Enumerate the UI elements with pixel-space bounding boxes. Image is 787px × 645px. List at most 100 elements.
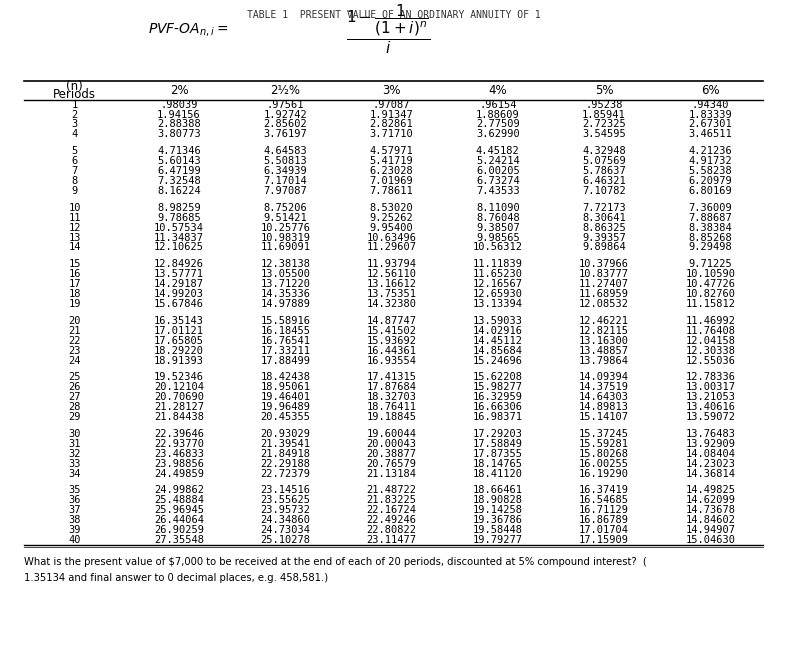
Text: 9.98565: 9.98565 bbox=[476, 232, 519, 243]
Text: 19.79277: 19.79277 bbox=[473, 535, 523, 545]
Text: 10.82760: 10.82760 bbox=[685, 289, 735, 299]
Text: 9.78685: 9.78685 bbox=[157, 213, 201, 223]
Text: 1.35134 and final answer to 0 decimal places, e.g. 458,581.): 1.35134 and final answer to 0 decimal pl… bbox=[24, 573, 327, 583]
Text: 16.00255: 16.00255 bbox=[579, 459, 629, 469]
Text: 2.77509: 2.77509 bbox=[476, 119, 519, 130]
Text: 11.65230: 11.65230 bbox=[473, 269, 523, 279]
Text: 16.71129: 16.71129 bbox=[579, 505, 629, 515]
Text: $\dfrac{1-\dfrac{1}{(1+i)^n}}{i}$: $\dfrac{1-\dfrac{1}{(1+i)^n}}{i}$ bbox=[346, 3, 430, 55]
Text: 6.73274: 6.73274 bbox=[476, 176, 519, 186]
Text: 7.01969: 7.01969 bbox=[370, 176, 413, 186]
Text: 17.87355: 17.87355 bbox=[473, 449, 523, 459]
Text: 14.08404: 14.08404 bbox=[685, 449, 735, 459]
Text: 11.46992: 11.46992 bbox=[685, 316, 735, 326]
Text: 9.29498: 9.29498 bbox=[689, 243, 732, 252]
Text: TABLE 1  PRESENT VALUE OF AN ORDINARY ANNUITY OF 1: TABLE 1 PRESENT VALUE OF AN ORDINARY ANN… bbox=[246, 10, 541, 20]
Text: 11.34837: 11.34837 bbox=[154, 232, 204, 243]
Text: 23: 23 bbox=[68, 346, 81, 355]
Text: 25: 25 bbox=[68, 372, 81, 382]
Text: 24.49859: 24.49859 bbox=[154, 469, 204, 479]
Text: 39: 39 bbox=[68, 525, 81, 535]
Text: 13.71220: 13.71220 bbox=[260, 279, 310, 289]
Text: 24: 24 bbox=[68, 355, 81, 366]
Text: 17.33211: 17.33211 bbox=[260, 346, 310, 355]
Text: 16.54685: 16.54685 bbox=[579, 495, 629, 505]
Text: 7: 7 bbox=[72, 166, 78, 176]
Text: 10.57534: 10.57534 bbox=[154, 223, 204, 233]
Text: 20.93029: 20.93029 bbox=[260, 429, 310, 439]
Text: 4.91732: 4.91732 bbox=[689, 156, 732, 166]
Text: 22.80822: 22.80822 bbox=[367, 525, 416, 535]
Text: 20.12104: 20.12104 bbox=[154, 382, 204, 392]
Text: 16.44361: 16.44361 bbox=[367, 346, 416, 355]
Text: 38: 38 bbox=[68, 515, 81, 525]
Text: 25.96945: 25.96945 bbox=[154, 505, 204, 515]
Text: 10.37966: 10.37966 bbox=[579, 259, 629, 269]
Text: 8.38384: 8.38384 bbox=[689, 223, 732, 233]
Text: 21: 21 bbox=[68, 326, 81, 336]
Text: What is the present value of $7,000 to be received at the end of each of 20 peri: What is the present value of $7,000 to b… bbox=[24, 557, 646, 567]
Text: 15.37245: 15.37245 bbox=[579, 429, 629, 439]
Text: 13.13394: 13.13394 bbox=[473, 299, 523, 309]
Text: 14.84602: 14.84602 bbox=[685, 515, 735, 525]
Text: 21.84918: 21.84918 bbox=[260, 449, 310, 459]
Text: 15.80268: 15.80268 bbox=[579, 449, 629, 459]
Text: 9.71225: 9.71225 bbox=[689, 259, 732, 269]
Text: 5.07569: 5.07569 bbox=[582, 156, 626, 166]
Text: 7.17014: 7.17014 bbox=[264, 176, 307, 186]
Text: 11.15812: 11.15812 bbox=[685, 299, 735, 309]
Text: 15.67846: 15.67846 bbox=[154, 299, 204, 309]
Text: 16.66306: 16.66306 bbox=[473, 402, 523, 412]
Text: 12.04158: 12.04158 bbox=[685, 335, 735, 346]
Text: 14.45112: 14.45112 bbox=[473, 335, 523, 346]
Text: 19.58448: 19.58448 bbox=[473, 525, 523, 535]
Text: 3.71710: 3.71710 bbox=[370, 130, 413, 139]
Text: 26: 26 bbox=[68, 382, 81, 392]
Text: 6.47199: 6.47199 bbox=[157, 166, 201, 176]
Text: .95238: .95238 bbox=[586, 99, 623, 110]
Text: .98039: .98039 bbox=[161, 99, 198, 110]
Text: $PVF\text{-}OA_{n,i}=$: $PVF\text{-}OA_{n,i}=$ bbox=[148, 21, 228, 37]
Text: 29: 29 bbox=[68, 412, 81, 422]
Text: 6: 6 bbox=[72, 156, 78, 166]
Text: 12: 12 bbox=[68, 223, 81, 233]
Text: 6%: 6% bbox=[701, 84, 719, 97]
Text: 17.15909: 17.15909 bbox=[579, 535, 629, 545]
Text: 10.25776: 10.25776 bbox=[260, 223, 310, 233]
Text: 14.94907: 14.94907 bbox=[685, 525, 735, 535]
Text: 20.70690: 20.70690 bbox=[154, 392, 204, 402]
Text: 11.29607: 11.29607 bbox=[367, 243, 416, 252]
Text: 13.59072: 13.59072 bbox=[685, 412, 735, 422]
Text: 27.35548: 27.35548 bbox=[154, 535, 204, 545]
Text: 5.50813: 5.50813 bbox=[264, 156, 307, 166]
Text: 13.79864: 13.79864 bbox=[579, 355, 629, 366]
Text: 12.16567: 12.16567 bbox=[473, 279, 523, 289]
Text: 9.38507: 9.38507 bbox=[476, 223, 519, 233]
Text: 17.88499: 17.88499 bbox=[260, 355, 310, 366]
Text: 11.76408: 11.76408 bbox=[685, 326, 735, 336]
Text: 20: 20 bbox=[68, 316, 81, 326]
Text: 19.36786: 19.36786 bbox=[473, 515, 523, 525]
Text: 7.36009: 7.36009 bbox=[689, 203, 732, 213]
Text: 2.82861: 2.82861 bbox=[370, 119, 413, 130]
Text: 15.98277: 15.98277 bbox=[473, 382, 523, 392]
Text: .94340: .94340 bbox=[692, 99, 729, 110]
Text: 12.38138: 12.38138 bbox=[260, 259, 310, 269]
Text: 6.00205: 6.00205 bbox=[476, 166, 519, 176]
Text: 13.75351: 13.75351 bbox=[367, 289, 416, 299]
Text: 3.54595: 3.54595 bbox=[582, 130, 626, 139]
Text: 22.29188: 22.29188 bbox=[260, 459, 310, 469]
Text: 25.10278: 25.10278 bbox=[260, 535, 310, 545]
Text: 18.42438: 18.42438 bbox=[260, 372, 310, 382]
Text: 14.32380: 14.32380 bbox=[367, 299, 416, 309]
Text: 17.41315: 17.41315 bbox=[367, 372, 416, 382]
Text: 23.46833: 23.46833 bbox=[154, 449, 204, 459]
Text: 6.20979: 6.20979 bbox=[689, 176, 732, 186]
Text: 3%: 3% bbox=[382, 84, 401, 97]
Text: 16.18455: 16.18455 bbox=[260, 326, 310, 336]
Text: 14.29187: 14.29187 bbox=[154, 279, 204, 289]
Text: 12.46221: 12.46221 bbox=[579, 316, 629, 326]
Text: 22: 22 bbox=[68, 335, 81, 346]
Text: 1.88609: 1.88609 bbox=[476, 110, 519, 119]
Text: 37: 37 bbox=[68, 505, 81, 515]
